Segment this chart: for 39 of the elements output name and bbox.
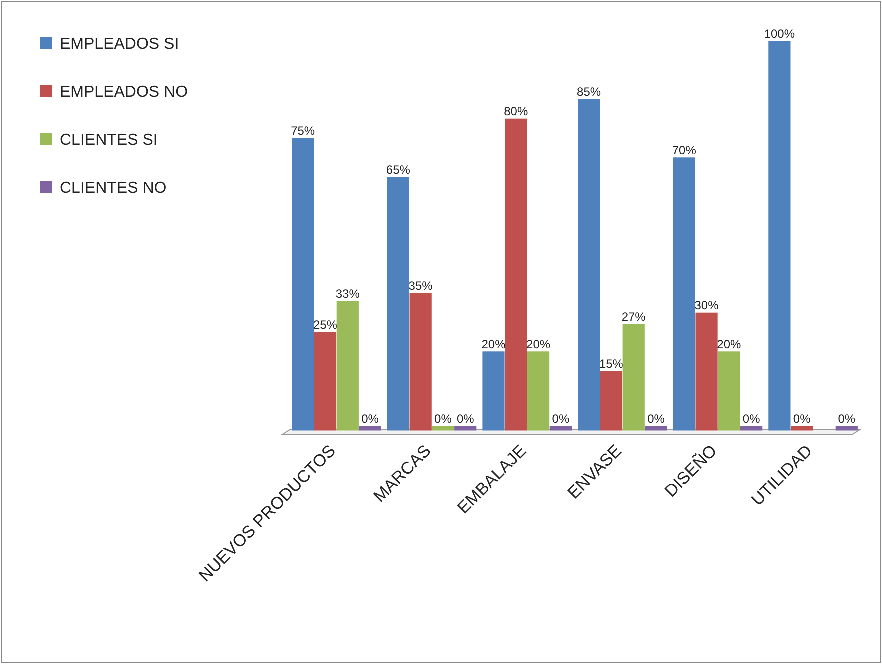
data-label: 65% bbox=[386, 162, 411, 177]
data-label: 0% bbox=[456, 412, 475, 426]
legend-label: EMPLEADOS NO bbox=[60, 84, 188, 101]
data-label: 25% bbox=[313, 318, 338, 332]
bar bbox=[454, 426, 477, 431]
data-label: 80% bbox=[504, 104, 528, 119]
data-label: 0% bbox=[362, 412, 380, 426]
bar bbox=[578, 99, 600, 431]
bar bbox=[359, 426, 382, 431]
legend-label: EMPLEADOS SI bbox=[60, 36, 180, 53]
bar bbox=[836, 426, 858, 431]
data-label: 20% bbox=[717, 337, 742, 352]
data-label: 0% bbox=[434, 412, 452, 426]
bar bbox=[645, 426, 668, 431]
bar bbox=[673, 158, 696, 431]
bar bbox=[550, 426, 572, 431]
data-label: 20% bbox=[526, 337, 551, 352]
data-label: 0% bbox=[648, 412, 666, 426]
bar bbox=[505, 118, 528, 431]
data-label: 70% bbox=[672, 143, 697, 158]
data-label: 0% bbox=[552, 412, 570, 426]
data-label: 33% bbox=[336, 286, 360, 301]
bar bbox=[791, 426, 814, 431]
data-label: 0% bbox=[838, 412, 856, 426]
bar bbox=[768, 41, 791, 431]
bar bbox=[292, 138, 314, 431]
data-label: 0% bbox=[793, 412, 812, 426]
data-label: 0% bbox=[742, 412, 761, 426]
bar bbox=[740, 426, 763, 431]
legend-label: CLIENTES NO bbox=[60, 180, 167, 197]
data-label: 75% bbox=[291, 124, 316, 138]
bar bbox=[432, 426, 454, 431]
data-label: 27% bbox=[622, 310, 646, 324]
bar bbox=[410, 293, 432, 431]
legend-label: CLIENTES SI bbox=[60, 132, 158, 149]
data-label: 100% bbox=[764, 27, 796, 41]
data-label: 15% bbox=[599, 356, 624, 371]
bar bbox=[387, 177, 410, 431]
data-label: 85% bbox=[577, 85, 602, 100]
